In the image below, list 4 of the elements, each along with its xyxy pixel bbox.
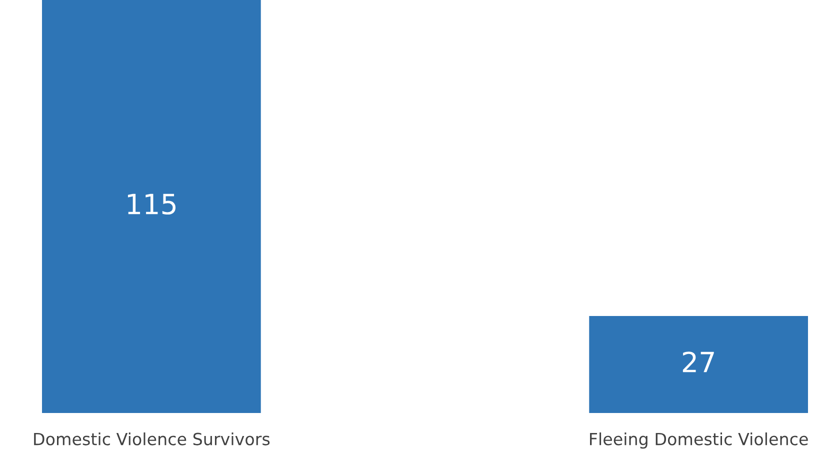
x-tick-label: Fleeing Domestic Violence [590, 432, 808, 449]
x-tick-label: Domestic Violence Survivors [34, 432, 270, 446]
data-label: 115 [128, 194, 176, 215]
data-label: 27 [682, 352, 714, 372]
